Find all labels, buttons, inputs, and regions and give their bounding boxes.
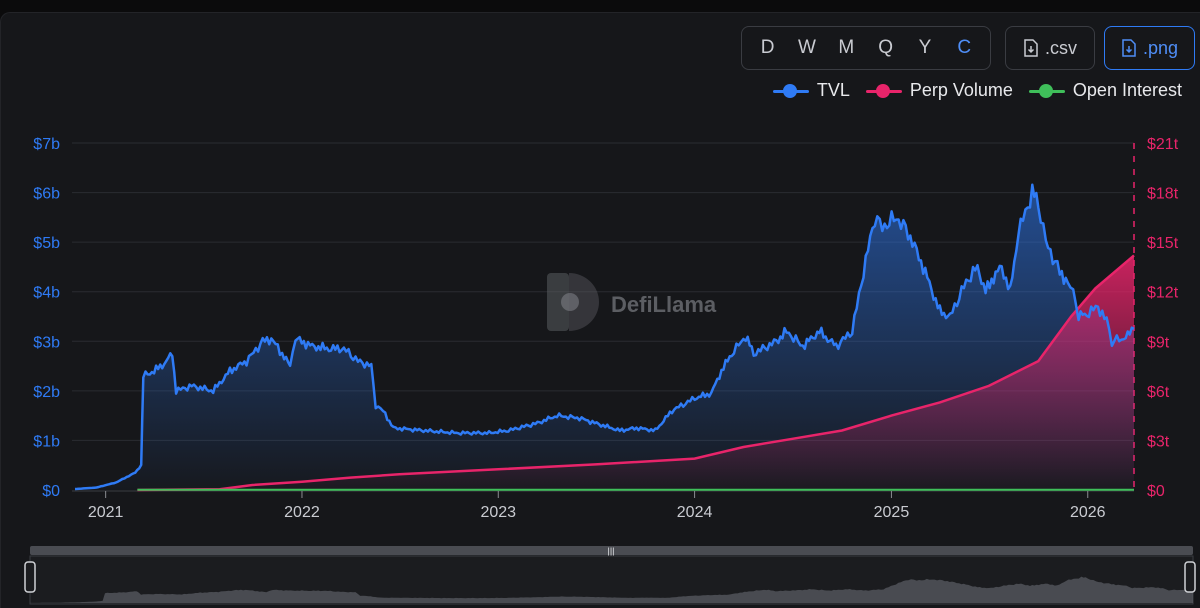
tvl-area <box>75 184 1134 491</box>
left-axis-tick-label: $4b <box>33 285 60 302</box>
left-axis-tick-label: $0 <box>42 483 60 500</box>
watermark-text: DefiLlama <box>611 292 717 317</box>
right-axis-tick-label: $9t <box>1147 334 1170 351</box>
left-axis-tick-label: $3b <box>33 334 60 351</box>
left-axis-tick-label: $1b <box>33 433 60 450</box>
perp-volume-swatch-icon <box>865 83 902 98</box>
period-year-button[interactable]: Y <box>918 37 932 58</box>
file-download-icon <box>1024 39 1038 57</box>
legend-label-tvl: TVL <box>816 80 850 100</box>
right-axis-tick-label: $18t <box>1147 186 1179 203</box>
period-week-button[interactable]: W <box>798 37 816 58</box>
right-axis-tick-label: $6t <box>1147 384 1170 401</box>
period-cumulative-button[interactable]: C <box>957 37 972 58</box>
right-axis-tick-label: $0 <box>1147 483 1165 500</box>
x-axis-ticks: 2021 2022 2023 2024 2025 2026 <box>88 491 1106 521</box>
navigator-grip-icon[interactable]: ||| <box>607 546 614 556</box>
llama-logo <box>547 273 599 331</box>
period-day-button[interactable]: D <box>760 37 775 58</box>
right-axis-tick-label: $15t <box>1147 235 1179 252</box>
left-axis-tick-label: $6b <box>33 186 60 203</box>
period-selector: D W M Q Y C <box>741 26 991 70</box>
png-label: .png <box>1142 37 1179 58</box>
right-axis-ticks: $0 $3t $6t $9t $12t $15t $18t $21t <box>1147 136 1179 500</box>
legend-item-perp-volume[interactable]: Perp Volume <box>865 80 1013 101</box>
right-axis-tick-label: $12t <box>1147 285 1179 302</box>
legend-item-open-interest[interactable]: Open Interest <box>1028 80 1182 101</box>
period-month-button[interactable]: M <box>838 37 855 58</box>
x-axis-tick-label: 2022 <box>284 504 320 521</box>
right-axis-tick-label: $3t <box>1147 433 1170 450</box>
navigator-right-handle[interactable] <box>1184 561 1196 593</box>
legend-item-tvl[interactable]: TVL <box>772 80 850 101</box>
left-axis-tick-label: $2b <box>33 384 60 401</box>
navigator-left-handle[interactable] <box>24 561 36 593</box>
navigator-preview <box>30 576 1193 603</box>
tvl-line <box>74 183 1135 491</box>
left-axis-tick-label: $5b <box>33 235 60 252</box>
tvl-swatch-icon <box>772 83 809 98</box>
right-axis-tick-label: $21t <box>1147 136 1179 153</box>
perp-volume-line <box>137 254 1135 492</box>
navigator-bar[interactable] <box>30 546 1193 555</box>
range-navigator[interactable]: ||| <box>24 546 1196 605</box>
watermark: DefiLlama <box>547 273 717 331</box>
chart-legend: TVL Perp Volume Open Interest <box>772 80 1182 101</box>
legend-label-open-interest: Open Interest <box>1072 80 1182 100</box>
left-axis-ticks: $0 $1b $2b $3b $4b $5b $6b $7b <box>33 136 60 500</box>
legend-label-perp-volume: Perp Volume <box>909 80 1013 100</box>
file-image-icon <box>1122 39 1136 57</box>
csv-label: .csv <box>1044 37 1077 58</box>
x-axis-tick-label: 2023 <box>480 504 516 521</box>
x-axis-tick-label: 2025 <box>874 504 910 521</box>
x-axis-tick-label: 2024 <box>677 504 713 521</box>
x-axis-tick-label: 2026 <box>1070 504 1106 521</box>
left-axis-tick-label: $7b <box>33 136 60 153</box>
download-png-button[interactable]: .png <box>1104 26 1195 70</box>
perp-volume-area <box>137 255 1134 490</box>
x-axis-tick-label: 2021 <box>88 504 124 521</box>
open-interest-swatch-icon <box>1028 83 1065 98</box>
period-quarter-button[interactable]: Q <box>878 37 894 58</box>
download-csv-button[interactable]: .csv <box>1005 26 1095 70</box>
